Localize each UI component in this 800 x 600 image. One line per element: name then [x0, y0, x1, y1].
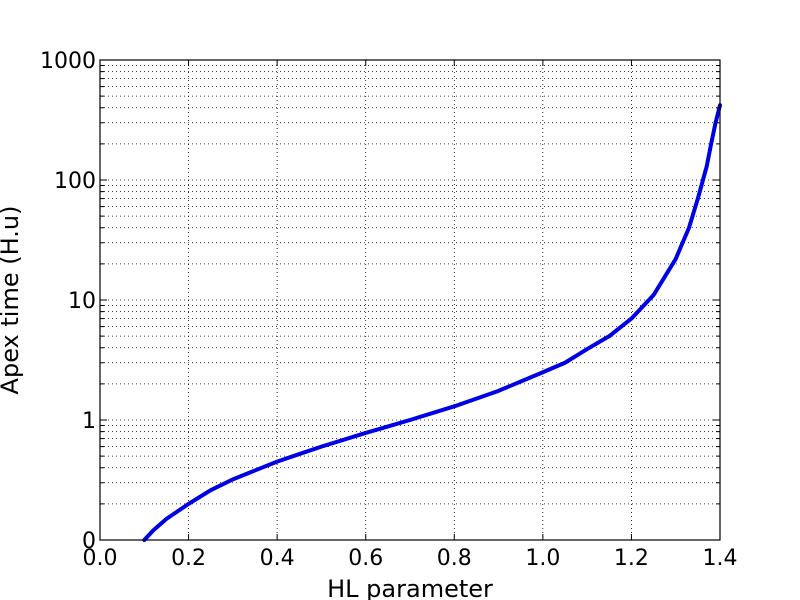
y-tick-label: 10	[68, 289, 96, 314]
x-tick-label: 0.4	[260, 546, 295, 571]
series-line	[142, 103, 722, 542]
y-tick-label: 1	[82, 409, 96, 434]
y-tick-label: 0	[82, 529, 96, 554]
x-tick-label: 0.2	[171, 546, 206, 571]
x-tick-label: 1.2	[614, 546, 649, 571]
grid	[100, 60, 720, 540]
y-axis-label: Apex time (H.u)	[0, 206, 24, 395]
y-tick-label: 100	[54, 169, 96, 194]
ticks	[99, 60, 721, 540]
x-tick-label: 1.0	[525, 546, 560, 571]
x-tick-label: 1.4	[703, 546, 738, 571]
x-axis-label: HL parameter	[327, 575, 493, 600]
x-tick-label: 0.0	[83, 546, 118, 571]
x-tick-label: 0.6	[348, 546, 383, 571]
tick-labels: 0.0 0.2 0.4 0.6 0.8 1.0 1.2 1.4 0 1 10 100 1000	[40, 49, 738, 571]
series-layer	[142, 103, 722, 542]
y-tick-label: 1000	[40, 49, 96, 74]
x-tick-label: 0.8	[437, 546, 472, 571]
